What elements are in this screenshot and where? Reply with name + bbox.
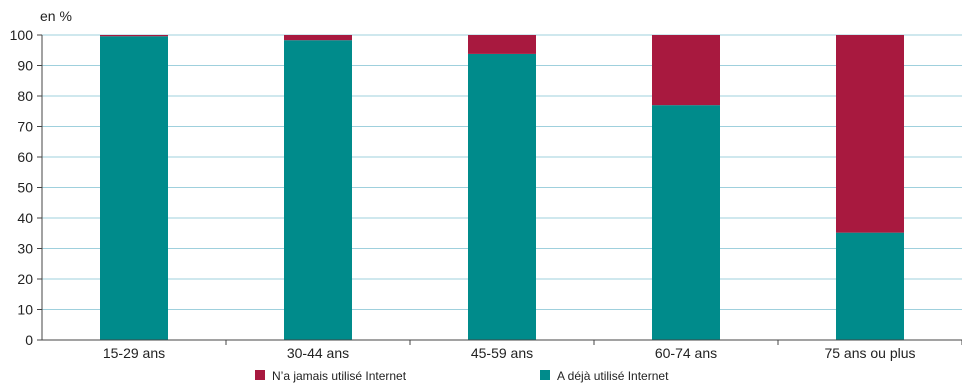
bar-segment-never-used	[468, 35, 536, 54]
x-tick-label: 75 ans ou plus	[824, 345, 915, 361]
bar-segment-never-used	[284, 35, 352, 41]
y-tick-label: 30	[17, 241, 33, 257]
bar-segment-used	[836, 232, 904, 340]
y-tick-label: 90	[17, 58, 33, 74]
y-tick-label: 60	[17, 149, 33, 165]
y-tick-label: 40	[17, 210, 33, 226]
bars	[100, 35, 904, 341]
y-tick-label: 10	[17, 302, 33, 318]
bar-segment-never-used	[100, 35, 168, 37]
legend-item: A déjà utilisé Internet	[540, 369, 669, 383]
legend-label: N’a jamais utilisé Internet	[272, 369, 407, 383]
y-axis-unit-label: en %	[40, 8, 72, 24]
y-tick-label: 0	[25, 332, 33, 348]
legend: N’a jamais utilisé Internet A déjà utilis…	[255, 369, 669, 383]
legend-label: A déjà utilisé Internet	[557, 369, 669, 383]
y-tick-label: 100	[10, 27, 34, 43]
x-tick-label: 30-44 ans	[287, 345, 349, 361]
legend-swatch	[540, 370, 550, 380]
bar-segment-used	[468, 53, 536, 340]
bar-segment-used	[100, 36, 168, 340]
x-tick-label: 45-59 ans	[471, 345, 533, 361]
legend-swatch	[255, 370, 265, 380]
y-tick-label: 80	[17, 88, 33, 104]
y-tick-label: 20	[17, 271, 33, 287]
bar-segment-never-used	[836, 35, 904, 233]
x-tick-label: 60-74 ans	[655, 345, 717, 361]
axes: 0 10 20 30 40 50 60 70 80 90 100 15-29 ans 30-44 ans…	[10, 27, 962, 361]
x-tick-label: 15-29 ans	[103, 345, 165, 361]
bar-segment-never-used	[652, 35, 720, 106]
bar-segment-used	[652, 105, 720, 341]
legend-item: N’a jamais utilisé Internet	[255, 369, 407, 383]
bar-segment-used	[284, 40, 352, 341]
y-tick-label: 50	[17, 180, 33, 196]
y-tick-label: 70	[17, 119, 33, 135]
